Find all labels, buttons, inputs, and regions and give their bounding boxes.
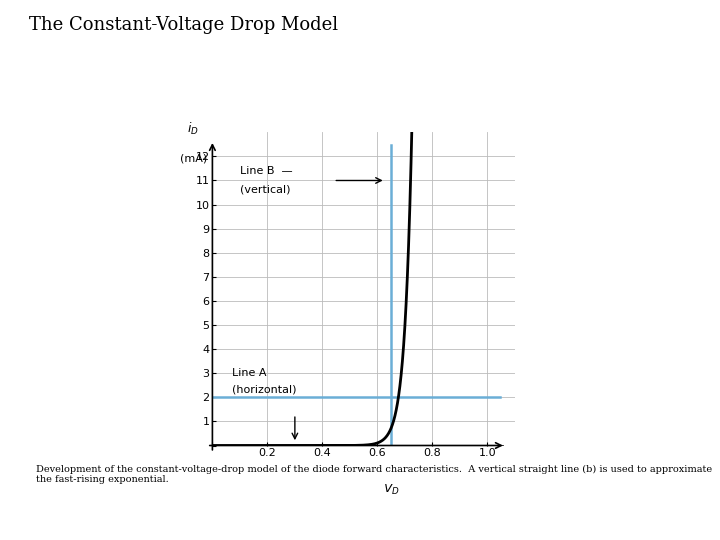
Text: $V_D$: $V_D$ (382, 482, 400, 497)
Text: (vertical): (vertical) (240, 185, 290, 195)
Text: $v_D$ (V): $v_D$ (V) (492, 472, 526, 485)
Text: Development of the constant-voltage-drop model of the diode forward characterist: Development of the constant-voltage-drop… (36, 464, 712, 484)
Text: The Constant-Voltage Drop Model: The Constant-Voltage Drop Model (29, 16, 338, 34)
Text: (mA): (mA) (179, 154, 207, 164)
Text: Line A: Line A (232, 368, 266, 378)
Text: $i_D$: $i_D$ (187, 121, 199, 137)
Text: Line B  —: Line B — (240, 166, 292, 176)
Text: (horizontal): (horizontal) (232, 385, 296, 395)
